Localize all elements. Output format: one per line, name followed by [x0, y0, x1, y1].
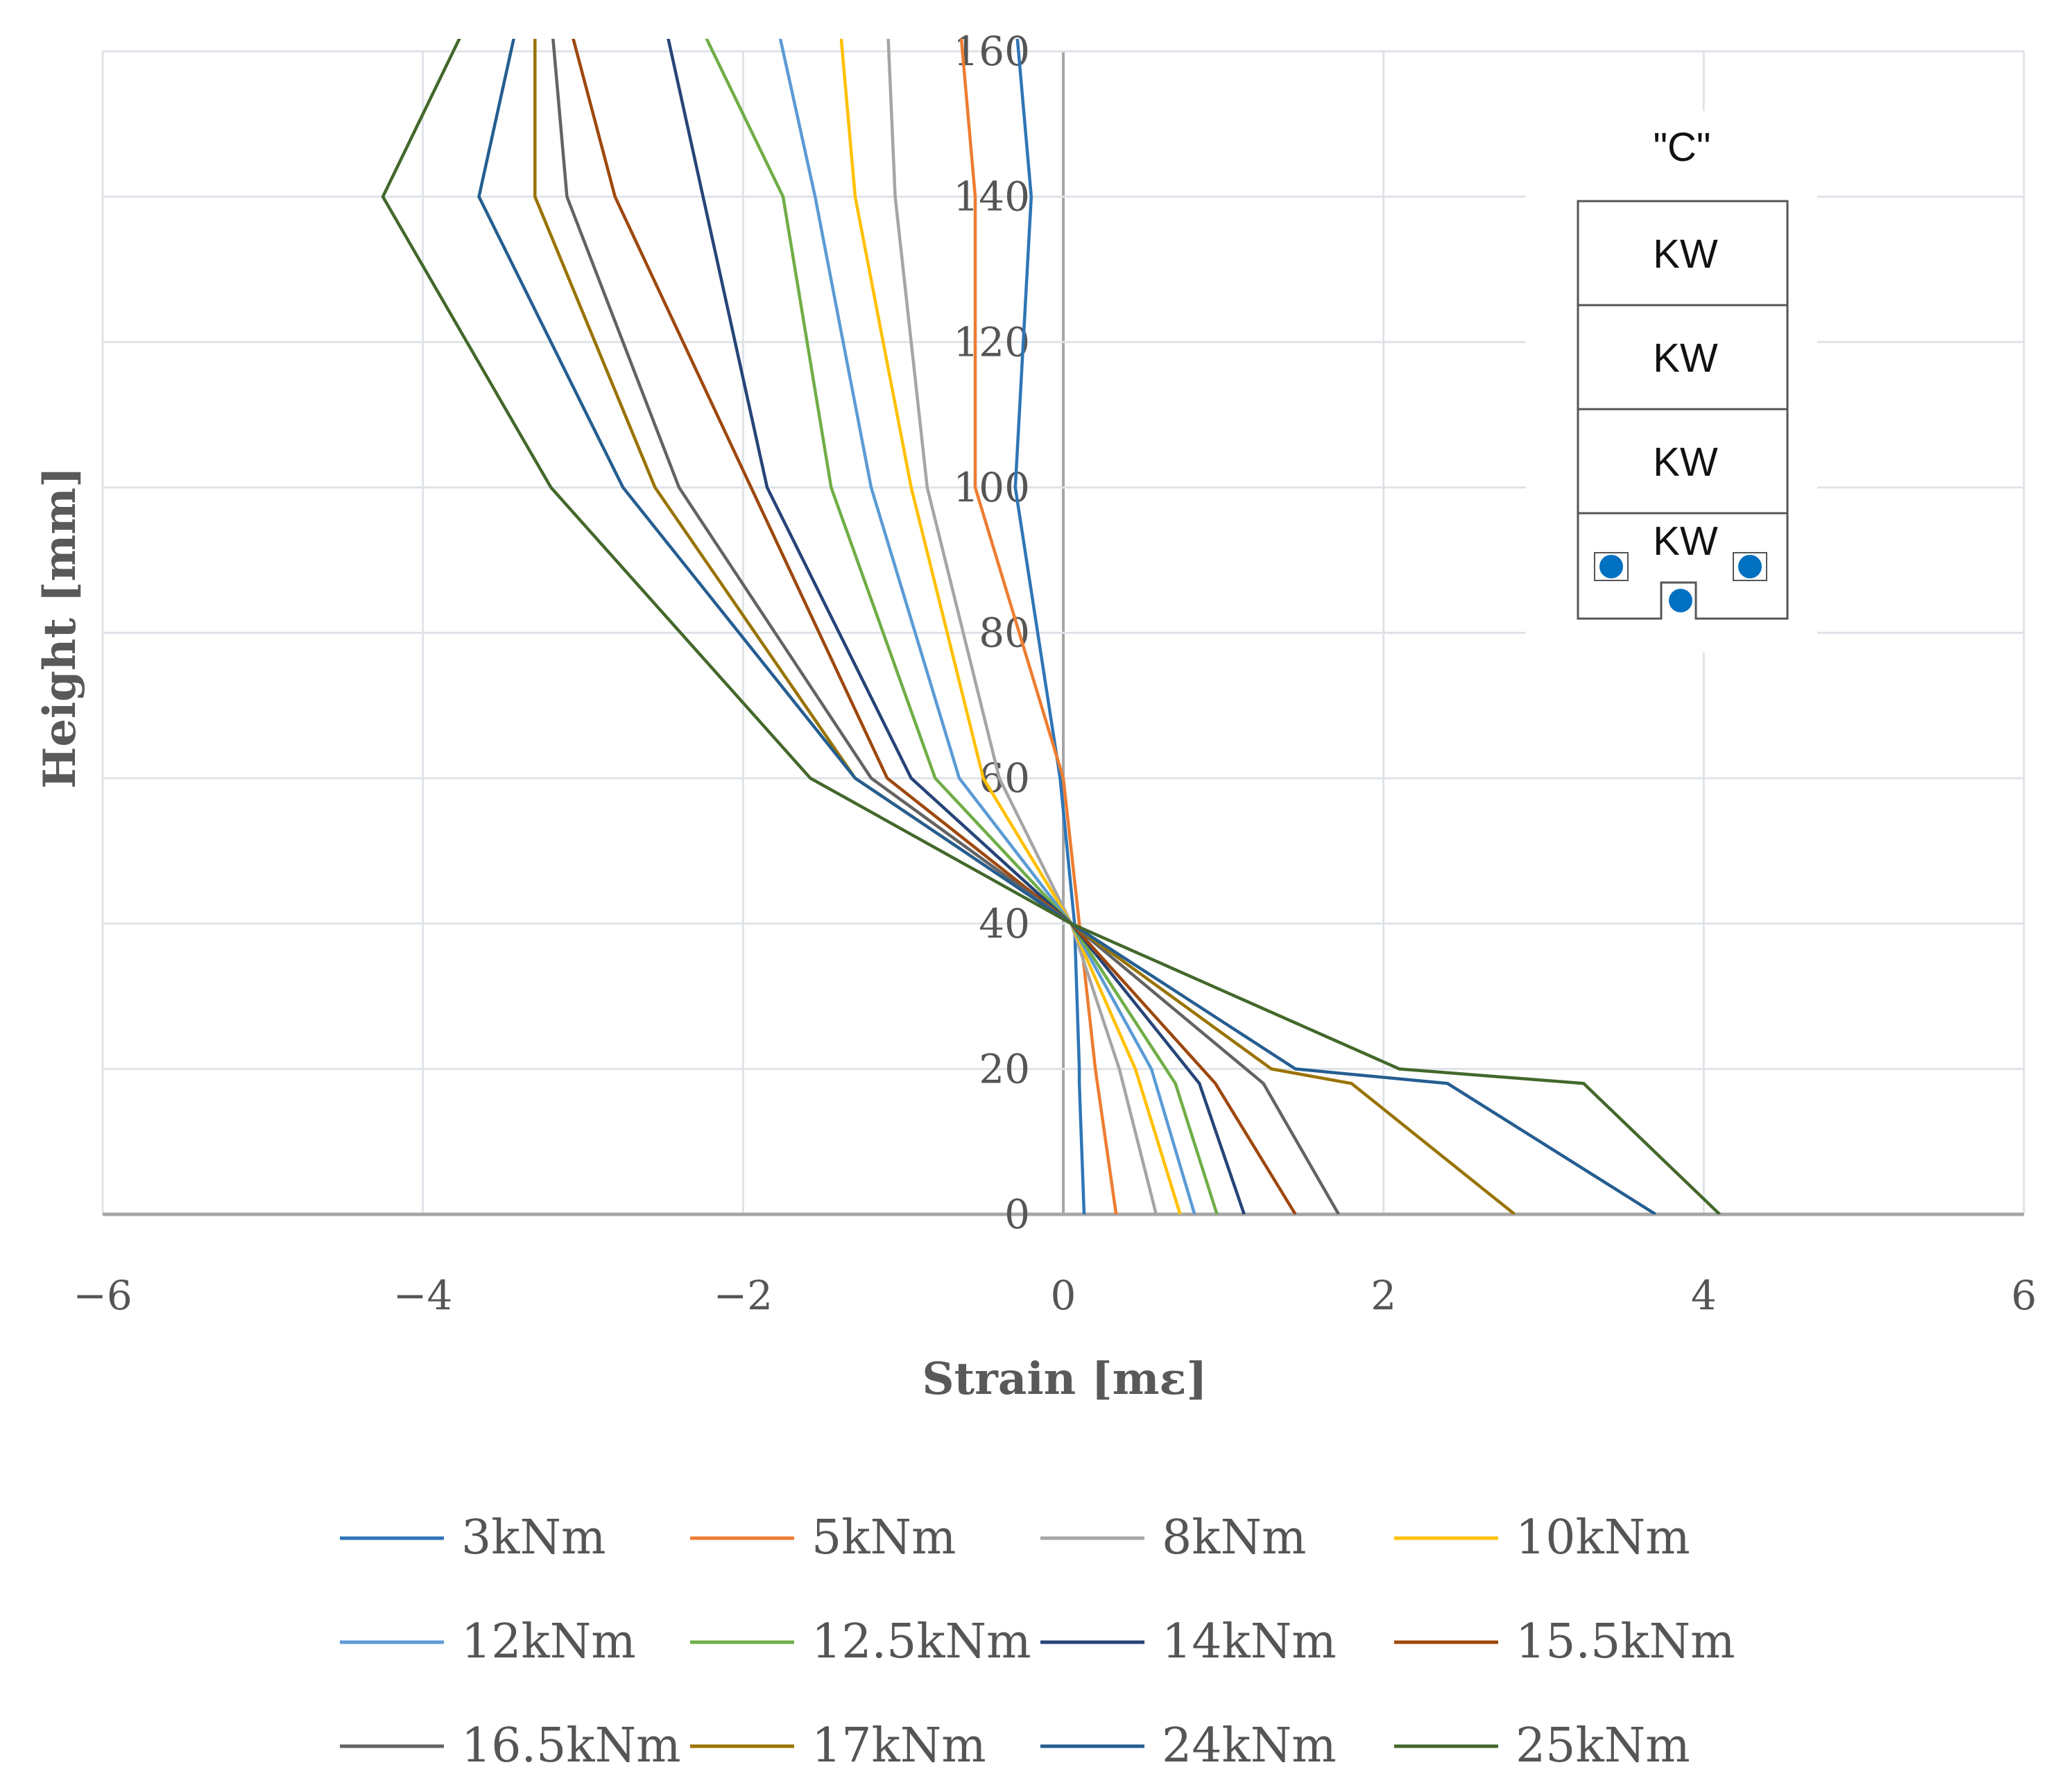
inset-block	[1577, 408, 1789, 515]
inset-block-label: KW	[1653, 336, 1718, 381]
legend-item: 12.5kNm	[690, 1614, 1031, 1669]
y-tick-label: 140	[953, 173, 1030, 221]
series-lines	[381, 39, 1721, 1214]
inset-title: "C"	[1653, 125, 1710, 170]
legend-item: 16.5kNm	[340, 1718, 681, 1773]
inset-block-label: KW	[1653, 232, 1718, 277]
x-tick-label: 2	[1371, 1272, 1396, 1319]
legend-item: 25kNm	[1394, 1718, 1690, 1773]
legend-item: 12kNm	[340, 1614, 636, 1669]
legend-label: 17kNm	[812, 1718, 986, 1773]
legend-item: 24kNm	[1040, 1718, 1337, 1773]
inset-block-label: KW	[1653, 440, 1718, 485]
inset-base-outline	[1577, 513, 1789, 620]
legend-item: 17kNm	[690, 1718, 986, 1773]
series-line-3kNm	[1013, 39, 1086, 1214]
legend-item: 15.5kNm	[1394, 1614, 1735, 1669]
sensor-dot-right	[1738, 555, 1762, 578]
series-line-14kNm	[667, 39, 1246, 1214]
series-line-24kNm	[477, 39, 1657, 1214]
series-line-10kNm	[839, 39, 1182, 1214]
y-tick-label: 60	[979, 755, 1030, 802]
legend-label: 25kNm	[1516, 1718, 1690, 1773]
series-line-16.5kNm	[551, 39, 1340, 1214]
x-tick-label: −2	[714, 1272, 773, 1319]
y-tick-label: 40	[979, 900, 1030, 947]
series-line-5kNm	[959, 39, 1118, 1214]
series-line-12kNm	[778, 39, 1196, 1214]
x-axis-title: Strain [mε]	[922, 1353, 1207, 1405]
legend-item: 3kNm	[340, 1510, 606, 1565]
legend-item: 8kNm	[1040, 1510, 1306, 1565]
inset-block-label: KW	[1653, 519, 1718, 564]
inset-block	[1577, 200, 1789, 307]
legend-label: 3kNm	[461, 1510, 606, 1565]
legend-label: 15.5kNm	[1516, 1614, 1735, 1669]
x-tick-label: 6	[2011, 1272, 2037, 1319]
series-line-15.5kNm	[572, 39, 1297, 1214]
x-tick-label: 0	[1051, 1272, 1076, 1319]
x-tick-labels: −6 −4 −2 0 2 4 6	[73, 1272, 2036, 1319]
legend-label: 12.5kNm	[812, 1614, 1031, 1669]
y-tick-label: 120	[953, 318, 1030, 365]
legend-label: 10kNm	[1516, 1510, 1690, 1565]
legend-label: 12kNm	[461, 1614, 636, 1669]
sensor-dot-bottom	[1669, 589, 1692, 612]
inset-block	[1577, 304, 1789, 411]
legend-item: 5kNm	[690, 1510, 956, 1565]
legend-label: 14kNm	[1162, 1614, 1337, 1669]
y-tick-label: 80	[979, 610, 1030, 657]
legend-item: 14kNm	[1040, 1614, 1337, 1669]
legend-label: 5kNm	[812, 1510, 956, 1565]
y-tick-label: 20	[979, 1045, 1030, 1092]
series-line-8kNm	[886, 39, 1158, 1214]
x-tick-label: −6	[73, 1272, 132, 1319]
x-tick-label: −4	[393, 1272, 453, 1319]
y-tick-label: 0	[1004, 1191, 1030, 1238]
sensor-dot-left	[1599, 555, 1623, 578]
x-tick-label: 4	[1691, 1272, 1717, 1319]
legend-label: 8kNm	[1162, 1510, 1306, 1565]
legend-label: 24kNm	[1162, 1718, 1337, 1773]
cross-section-inset: "C" KW KW KW KW	[1526, 111, 1817, 652]
legend-label: 16.5kNm	[461, 1718, 681, 1773]
series-line-25kNm	[381, 39, 1721, 1214]
legend: 3kNm 5kNm 8kNm 10kNm 12kNm 12.5kNm 14kNm 15.5kN…	[340, 1510, 1735, 1773]
y-axis-title: Height [mm]	[34, 467, 86, 789]
legend-item: 10kNm	[1394, 1510, 1690, 1565]
series-line-12.5kNm	[705, 39, 1219, 1214]
